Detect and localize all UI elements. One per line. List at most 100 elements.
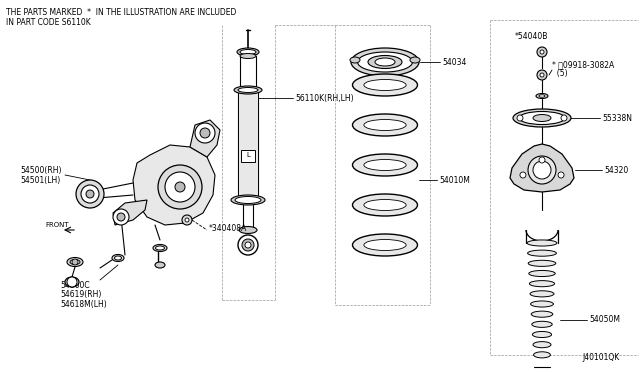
Ellipse shape xyxy=(70,260,80,264)
Ellipse shape xyxy=(239,227,257,234)
Ellipse shape xyxy=(115,256,122,260)
Ellipse shape xyxy=(519,112,565,125)
Ellipse shape xyxy=(353,74,417,96)
Text: *340408A: *340408A xyxy=(209,224,247,232)
Circle shape xyxy=(238,235,258,255)
Ellipse shape xyxy=(353,194,417,216)
Circle shape xyxy=(185,218,189,222)
Text: THE PARTS MARKED  *  IN THE ILLUSTRATION ARE INCLUDED: THE PARTS MARKED * IN THE ILLUSTRATION A… xyxy=(6,8,236,17)
Circle shape xyxy=(561,115,567,121)
Circle shape xyxy=(242,239,254,251)
Circle shape xyxy=(86,190,94,198)
Polygon shape xyxy=(113,200,147,225)
Bar xyxy=(241,150,255,162)
Circle shape xyxy=(182,215,192,225)
Circle shape xyxy=(528,156,556,184)
Circle shape xyxy=(517,115,523,121)
Circle shape xyxy=(520,172,526,178)
Circle shape xyxy=(165,172,195,202)
Ellipse shape xyxy=(534,352,550,358)
Ellipse shape xyxy=(532,321,552,327)
Circle shape xyxy=(81,185,99,203)
Ellipse shape xyxy=(350,57,360,63)
Ellipse shape xyxy=(529,270,555,276)
Ellipse shape xyxy=(351,48,419,76)
Text: FRONT: FRONT xyxy=(45,222,69,228)
Ellipse shape xyxy=(156,246,164,250)
Ellipse shape xyxy=(240,49,256,55)
Text: 56110K(RH,LH): 56110K(RH,LH) xyxy=(295,93,354,103)
Circle shape xyxy=(117,213,125,221)
Ellipse shape xyxy=(528,260,556,266)
Circle shape xyxy=(539,157,545,163)
Ellipse shape xyxy=(531,311,553,317)
Ellipse shape xyxy=(529,280,555,287)
Ellipse shape xyxy=(533,341,551,348)
Text: 54320: 54320 xyxy=(604,166,628,174)
Circle shape xyxy=(67,277,77,287)
Ellipse shape xyxy=(368,55,402,68)
Circle shape xyxy=(537,70,547,80)
Text: 54501(LH): 54501(LH) xyxy=(20,176,60,185)
Ellipse shape xyxy=(536,93,548,99)
Ellipse shape xyxy=(358,52,413,72)
Text: 54034: 54034 xyxy=(442,58,467,67)
Circle shape xyxy=(558,172,564,178)
Text: * Ⓝ09918-3082A: * Ⓝ09918-3082A xyxy=(552,61,614,70)
Ellipse shape xyxy=(527,240,557,246)
Ellipse shape xyxy=(539,95,545,97)
Ellipse shape xyxy=(375,58,395,66)
Ellipse shape xyxy=(530,291,554,297)
Circle shape xyxy=(533,161,551,179)
Circle shape xyxy=(540,73,544,77)
Text: L: L xyxy=(246,152,250,158)
Ellipse shape xyxy=(235,196,261,203)
Circle shape xyxy=(76,180,104,208)
Circle shape xyxy=(540,50,544,54)
Ellipse shape xyxy=(153,244,167,251)
Ellipse shape xyxy=(155,262,165,268)
Text: 54050M: 54050M xyxy=(589,315,620,324)
Ellipse shape xyxy=(231,195,265,205)
Text: 54618M(LH): 54618M(LH) xyxy=(60,299,107,308)
Polygon shape xyxy=(190,120,220,157)
Text: (5): (5) xyxy=(552,68,568,77)
Ellipse shape xyxy=(238,87,258,93)
Polygon shape xyxy=(133,145,215,225)
Text: *54040B: *54040B xyxy=(515,32,548,41)
Ellipse shape xyxy=(353,234,417,256)
Circle shape xyxy=(113,209,129,225)
Ellipse shape xyxy=(112,254,124,262)
Text: 54619(RH): 54619(RH) xyxy=(60,291,101,299)
Ellipse shape xyxy=(533,115,551,122)
Ellipse shape xyxy=(364,240,406,250)
Ellipse shape xyxy=(353,154,417,176)
Bar xyxy=(238,90,258,200)
Ellipse shape xyxy=(513,109,571,127)
Ellipse shape xyxy=(527,250,556,256)
Circle shape xyxy=(195,123,215,143)
Circle shape xyxy=(200,128,210,138)
Ellipse shape xyxy=(353,114,417,136)
Circle shape xyxy=(537,47,547,57)
Polygon shape xyxy=(510,144,574,192)
Ellipse shape xyxy=(532,331,552,337)
Ellipse shape xyxy=(240,54,256,58)
Circle shape xyxy=(175,182,185,192)
Ellipse shape xyxy=(364,160,406,170)
Ellipse shape xyxy=(65,277,79,287)
Text: 55338N: 55338N xyxy=(602,113,632,122)
Ellipse shape xyxy=(364,80,406,90)
Ellipse shape xyxy=(67,257,83,266)
Ellipse shape xyxy=(364,119,406,131)
Ellipse shape xyxy=(410,57,420,63)
Text: IN PART CODE S6110K: IN PART CODE S6110K xyxy=(6,18,91,27)
Ellipse shape xyxy=(364,199,406,211)
Ellipse shape xyxy=(237,48,259,56)
Text: J40101QK: J40101QK xyxy=(583,353,620,362)
Circle shape xyxy=(158,165,202,209)
Ellipse shape xyxy=(234,86,262,94)
Text: 54500(RH): 54500(RH) xyxy=(20,166,61,174)
Text: 54010M: 54010M xyxy=(439,176,470,185)
Text: 54060C: 54060C xyxy=(60,280,90,289)
